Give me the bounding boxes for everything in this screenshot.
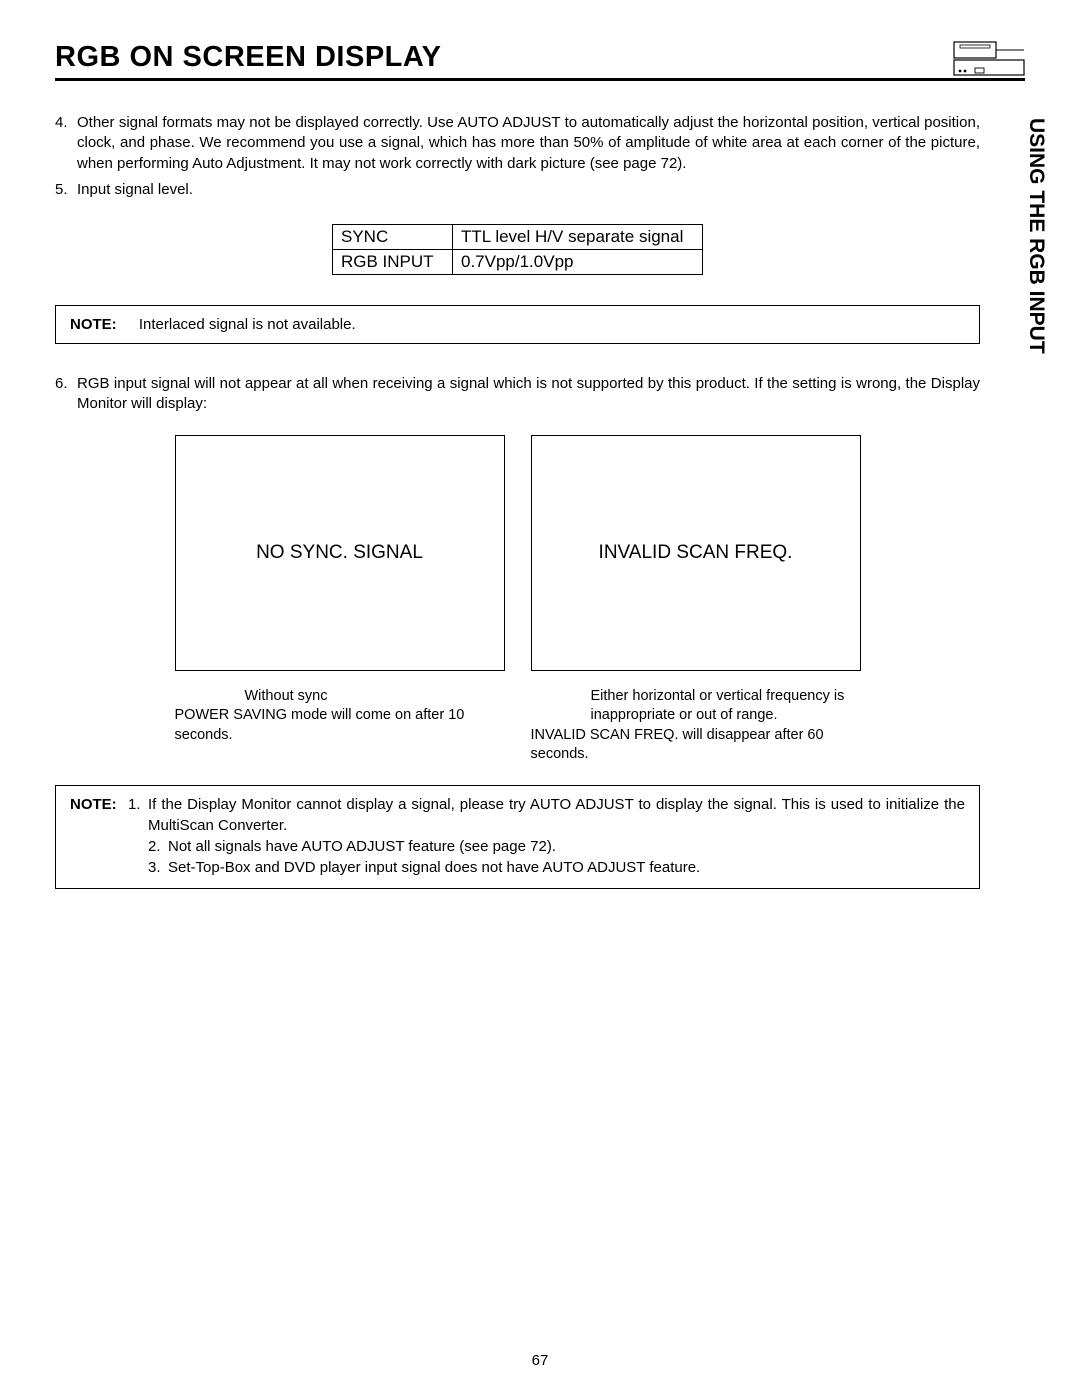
content-area: 4. Other signal formats may not be displ… (55, 113, 1025, 889)
list-text: RGB input signal will not appear at all … (77, 374, 980, 415)
list-text: Input signal level. (77, 180, 980, 200)
side-tab: USING THE RGB INPUT (1024, 118, 1048, 354)
note2-number: 3. (148, 857, 168, 878)
table-cell: SYNC (333, 225, 453, 250)
caption-2: Either horizontal or vertical frequency … (531, 687, 861, 765)
list-item-4: 4. Other signal formats may not be displ… (55, 113, 980, 174)
list-number: 4. (55, 113, 77, 174)
signal-level-table: SYNC TTL level H/V separate signal RGB I… (332, 224, 703, 275)
note-box-1: NOTE: Interlaced signal is not available… (55, 305, 980, 344)
display-box-no-sync: NO SYNC. SIGNAL (175, 435, 505, 671)
header: RGB ON SCREEN DISPLAY (55, 40, 1025, 81)
note2-number: 1. (128, 794, 148, 836)
note2-row-1: NOTE: 1. If the Display Monitor cannot d… (70, 794, 965, 836)
table-cell: RGB INPUT (333, 250, 453, 275)
note2-text: If the Display Monitor cannot display a … (148, 794, 965, 836)
display-box-invalid-scan: INVALID SCAN FREQ. (531, 435, 861, 671)
table-cell: 0.7Vpp/1.0Vpp (453, 250, 703, 275)
list-item-6: 6. RGB input signal will not appear at a… (55, 374, 980, 415)
device-icon (953, 40, 1025, 76)
note2-row-2: 2. Not all signals have AUTO ADJUST feat… (148, 836, 965, 857)
note-label: NOTE: (70, 794, 128, 836)
list-number: 6. (55, 374, 77, 415)
note2-number: 2. (148, 836, 168, 857)
table-cell: TTL level H/V separate signal (453, 225, 703, 250)
note-box-2: NOTE: 1. If the Display Monitor cannot d… (55, 785, 980, 889)
caption-line: INVALID SCAN FREQ. will disappear after … (531, 726, 861, 765)
display-examples: NO SYNC. SIGNAL Without sync POWER SAVIN… (55, 435, 980, 765)
caption-line: Either horizontal or vertical frequency … (591, 687, 861, 726)
table-row: SYNC TTL level H/V separate signal (333, 225, 703, 250)
caption-line: Without sync (245, 687, 505, 707)
caption-1: Without sync POWER SAVING mode will come… (175, 687, 505, 746)
list-number: 5. (55, 180, 77, 200)
table-row: RGB INPUT 0.7Vpp/1.0Vpp (333, 250, 703, 275)
note-label: NOTE: (70, 316, 117, 333)
page-container: RGB ON SCREEN DISPLAY USING THE RGB INPU… (0, 0, 1080, 889)
display-col-2: INVALID SCAN FREQ. Either horizontal or … (531, 435, 861, 765)
page-number: 67 (0, 1352, 1080, 1369)
note2-row-3: 3. Set-Top-Box and DVD player input sign… (148, 857, 965, 878)
note2-text: Set-Top-Box and DVD player input signal … (168, 857, 965, 878)
note2-text: Not all signals have AUTO ADJUST feature… (168, 836, 965, 857)
list-item-5: 5. Input signal level. (55, 180, 980, 200)
list-text: Other signal formats may not be displaye… (77, 113, 980, 174)
page-title: RGB ON SCREEN DISPLAY (55, 41, 442, 74)
display-col-1: NO SYNC. SIGNAL Without sync POWER SAVIN… (175, 435, 505, 765)
caption-line: POWER SAVING mode will come on after 10 … (175, 706, 505, 745)
note-text: Interlaced signal is not available. (139, 316, 356, 333)
